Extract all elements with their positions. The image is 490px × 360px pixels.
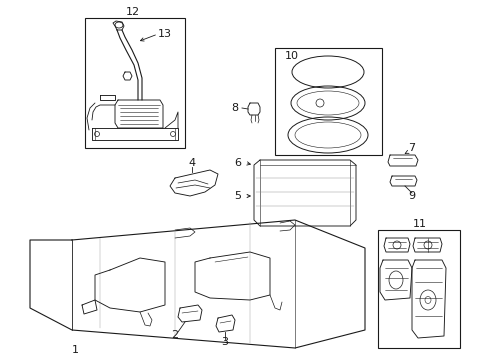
- Text: 6: 6: [235, 158, 242, 168]
- Text: 8: 8: [231, 103, 239, 113]
- Bar: [85, 18, 185, 148]
- Text: 9: 9: [409, 191, 416, 201]
- Text: 2: 2: [172, 330, 178, 340]
- Text: 3: 3: [221, 337, 228, 347]
- Text: 12: 12: [126, 7, 140, 17]
- Ellipse shape: [171, 131, 175, 136]
- Text: 1: 1: [72, 345, 78, 355]
- Bar: [275, 48, 382, 155]
- Text: 4: 4: [189, 158, 196, 168]
- Text: 10: 10: [285, 51, 299, 61]
- Ellipse shape: [95, 131, 99, 136]
- Text: 5: 5: [235, 191, 242, 201]
- Bar: [378, 230, 460, 348]
- Text: 13: 13: [158, 29, 172, 39]
- Text: 11: 11: [413, 219, 427, 229]
- Text: 7: 7: [409, 143, 416, 153]
